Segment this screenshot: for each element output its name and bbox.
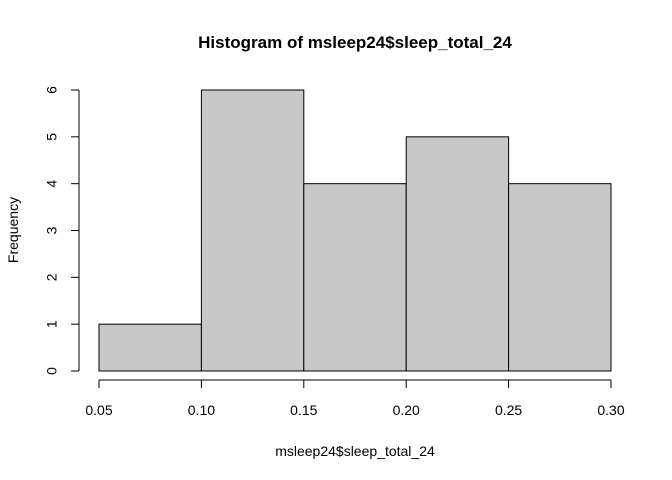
histogram-bar-3	[405, 136, 510, 372]
bars-group	[98, 89, 612, 372]
y-tick-label-6: 6	[44, 86, 60, 94]
x-tick-label-1: 0.10	[188, 402, 215, 418]
x-tick-label-3: 0.20	[393, 402, 420, 418]
chart-title: Histogram of msleep24$sleep_total_24	[198, 33, 512, 52]
y-tick-label-1: 1	[44, 320, 60, 328]
x-axis: 0.05 0.10 0.15 0.20 0.25 0.30	[85, 379, 625, 418]
histogram-bar-2	[303, 183, 407, 372]
y-tick-label-2: 2	[44, 273, 60, 281]
x-tick-label-4: 0.25	[495, 402, 522, 418]
y-tick-label-4: 4	[44, 180, 60, 188]
x-tick-label-0: 0.05	[85, 402, 112, 418]
y-axis-label: Frequency	[5, 197, 21, 263]
y-axis: 0 1 2 3 4 5 6	[44, 86, 80, 375]
x-tick-label-5: 0.30	[597, 402, 624, 418]
histogram-bar-4	[508, 183, 612, 372]
histogram-bar-0	[98, 323, 202, 372]
x-tick-label-2: 0.15	[290, 402, 317, 418]
y-tick-label-3: 3	[44, 226, 60, 234]
y-tick-label-0: 0	[44, 367, 60, 375]
y-tick-label-5: 5	[44, 133, 60, 141]
histogram-bar-1	[200, 89, 305, 372]
x-axis-label: msleep24$sleep_total_24	[275, 443, 435, 459]
